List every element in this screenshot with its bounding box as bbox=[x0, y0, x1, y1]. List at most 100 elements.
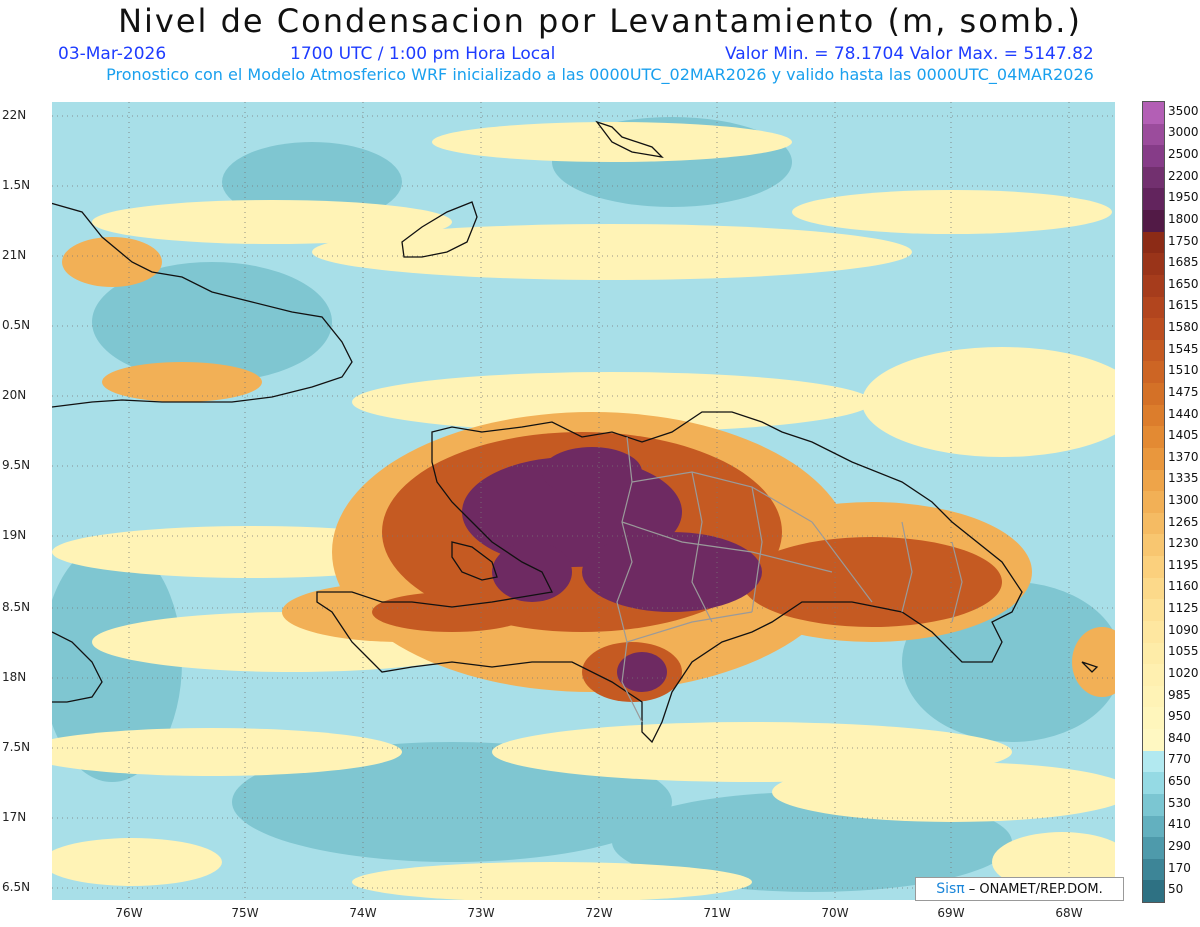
colorbar-segment bbox=[1143, 469, 1164, 492]
colorbar-label: 770 bbox=[1168, 752, 1191, 767]
colorbar-segment bbox=[1143, 815, 1164, 838]
colorbar-label: 530 bbox=[1168, 795, 1191, 810]
colorbar-segment bbox=[1143, 102, 1164, 125]
colorbar-segment bbox=[1143, 880, 1164, 902]
colorbar-segment bbox=[1143, 231, 1164, 254]
map-canvas bbox=[52, 102, 1115, 900]
colorbar-segment bbox=[1143, 426, 1164, 449]
coastlines bbox=[52, 120, 1099, 744]
colorbar-label: 1195 bbox=[1168, 557, 1199, 572]
colorbar-segment bbox=[1143, 772, 1164, 795]
colorbar-segment bbox=[1143, 620, 1164, 644]
colorbar-label: 650 bbox=[1168, 774, 1191, 789]
lat-tick: 0.5N bbox=[2, 318, 31, 332]
lat-tick: 21N bbox=[2, 248, 27, 262]
colorbar-segment bbox=[1143, 296, 1164, 319]
colorbar-segment bbox=[1143, 210, 1164, 233]
colorbar-segment bbox=[1143, 447, 1164, 471]
cuba-coast bbox=[52, 202, 353, 408]
lat-tick: 8.5N bbox=[2, 600, 31, 614]
colorbar-segment bbox=[1143, 123, 1164, 146]
colorbar-segment bbox=[1143, 577, 1164, 600]
colorbar-label: 3500 bbox=[1168, 103, 1199, 118]
colorbar-label: 1055 bbox=[1168, 644, 1199, 659]
colorbar-label: 1800 bbox=[1168, 211, 1199, 226]
jamaica-coast bbox=[52, 631, 103, 703]
colorbar-label: 170 bbox=[1168, 860, 1191, 875]
colorbar-segment bbox=[1143, 750, 1164, 773]
forecast-date: 03-Mar-2026 bbox=[58, 44, 167, 64]
colorbar-label: 1265 bbox=[1168, 514, 1199, 529]
lon-tick: 74W bbox=[349, 906, 377, 920]
colorbar-label: 1510 bbox=[1168, 363, 1199, 378]
lon-tick: 76W bbox=[115, 906, 143, 920]
lat-tick: 17N bbox=[2, 810, 27, 824]
colorbar-label: 1950 bbox=[1168, 190, 1199, 205]
mona-island bbox=[1081, 661, 1099, 673]
colorbar-label: 290 bbox=[1168, 838, 1191, 853]
colorbar-segment bbox=[1143, 253, 1164, 276]
lat-tick: 19N bbox=[2, 528, 27, 542]
colorbar-segment bbox=[1143, 556, 1164, 579]
turks-caicos bbox=[595, 120, 664, 158]
colorbar-label: 2500 bbox=[1168, 147, 1199, 162]
colorbar-segment bbox=[1143, 145, 1164, 168]
colorbar-label: 985 bbox=[1168, 687, 1191, 702]
lon-tick: 72W bbox=[585, 906, 613, 920]
lon-tick: 68W bbox=[1055, 906, 1083, 920]
lon-tick: 70W bbox=[821, 906, 849, 920]
colorbar-label: 1125 bbox=[1168, 601, 1199, 616]
colorbar-label: 3000 bbox=[1168, 125, 1199, 140]
colorbar-label: 2200 bbox=[1168, 168, 1199, 183]
colorbar-label: 1370 bbox=[1168, 449, 1199, 464]
lon-tick: 71W bbox=[703, 906, 731, 920]
lat-tick: 18N bbox=[2, 670, 27, 684]
colorbar-segment bbox=[1143, 404, 1164, 427]
lat-tick: 6.5N bbox=[2, 880, 31, 894]
colorbar-segment bbox=[1143, 599, 1164, 622]
colorbar bbox=[1142, 101, 1165, 903]
colorbar-segment bbox=[1143, 318, 1164, 341]
colorbar-segment bbox=[1143, 274, 1164, 298]
lat-tick: 20N bbox=[2, 388, 27, 402]
colorbar-segment bbox=[1143, 166, 1164, 189]
colorbar-segment bbox=[1143, 491, 1164, 514]
colorbar-label: 1335 bbox=[1168, 471, 1199, 486]
lat-tick: 22N bbox=[2, 108, 27, 122]
footer-credit: Sisπ – ONAMET/REP.DOM. bbox=[915, 877, 1124, 901]
lon-tick: 69W bbox=[937, 906, 965, 920]
colorbar-segment bbox=[1143, 383, 1164, 406]
footer-text: – ONAMET/REP.DOM. bbox=[968, 881, 1103, 897]
colorbar-label: 1405 bbox=[1168, 428, 1199, 443]
model-info-subtitle: Pronostico con el Modelo Atmosferico WRF… bbox=[106, 65, 1094, 84]
lon-tick: 73W bbox=[467, 906, 495, 920]
lat-tick: 1.5N bbox=[2, 178, 31, 192]
colorbar-label: 50 bbox=[1168, 882, 1184, 897]
colorbar-segment bbox=[1143, 707, 1164, 730]
colorbar-segment bbox=[1143, 664, 1164, 687]
colorbar-segment bbox=[1143, 512, 1164, 535]
colorbar-segment bbox=[1143, 685, 1164, 708]
colorbar-label: 1230 bbox=[1168, 536, 1199, 551]
colorbar-segment bbox=[1143, 534, 1164, 557]
colorbar-label: 1440 bbox=[1168, 406, 1199, 421]
colorbar-label: 410 bbox=[1168, 817, 1191, 832]
gonave-island bbox=[451, 541, 498, 581]
colorbar-label: 1545 bbox=[1168, 341, 1199, 356]
colorbar-label: 1580 bbox=[1168, 320, 1199, 335]
colorbar-segment bbox=[1143, 361, 1164, 384]
forecast-time: 1700 UTC / 1:00 pm Hora Local bbox=[290, 44, 556, 64]
lat-tick: 9.5N bbox=[2, 458, 31, 472]
lat-tick: 7.5N bbox=[2, 740, 31, 754]
colorbar-label: 1615 bbox=[1168, 298, 1199, 313]
colorbar-segment bbox=[1143, 339, 1164, 362]
colorbar-segment bbox=[1143, 793, 1164, 816]
map-title: Nivel de Condensacion por Levantamiento … bbox=[118, 2, 1082, 40]
graticule bbox=[52, 102, 1115, 900]
colorbar-label: 1685 bbox=[1168, 255, 1199, 270]
colorbar-label: 1090 bbox=[1168, 622, 1199, 637]
colorbar-label: 1750 bbox=[1168, 233, 1199, 248]
colorbar-label: 1300 bbox=[1168, 493, 1199, 507]
colorbar-segment bbox=[1143, 837, 1164, 860]
colorbar-label: 1160 bbox=[1168, 579, 1199, 594]
